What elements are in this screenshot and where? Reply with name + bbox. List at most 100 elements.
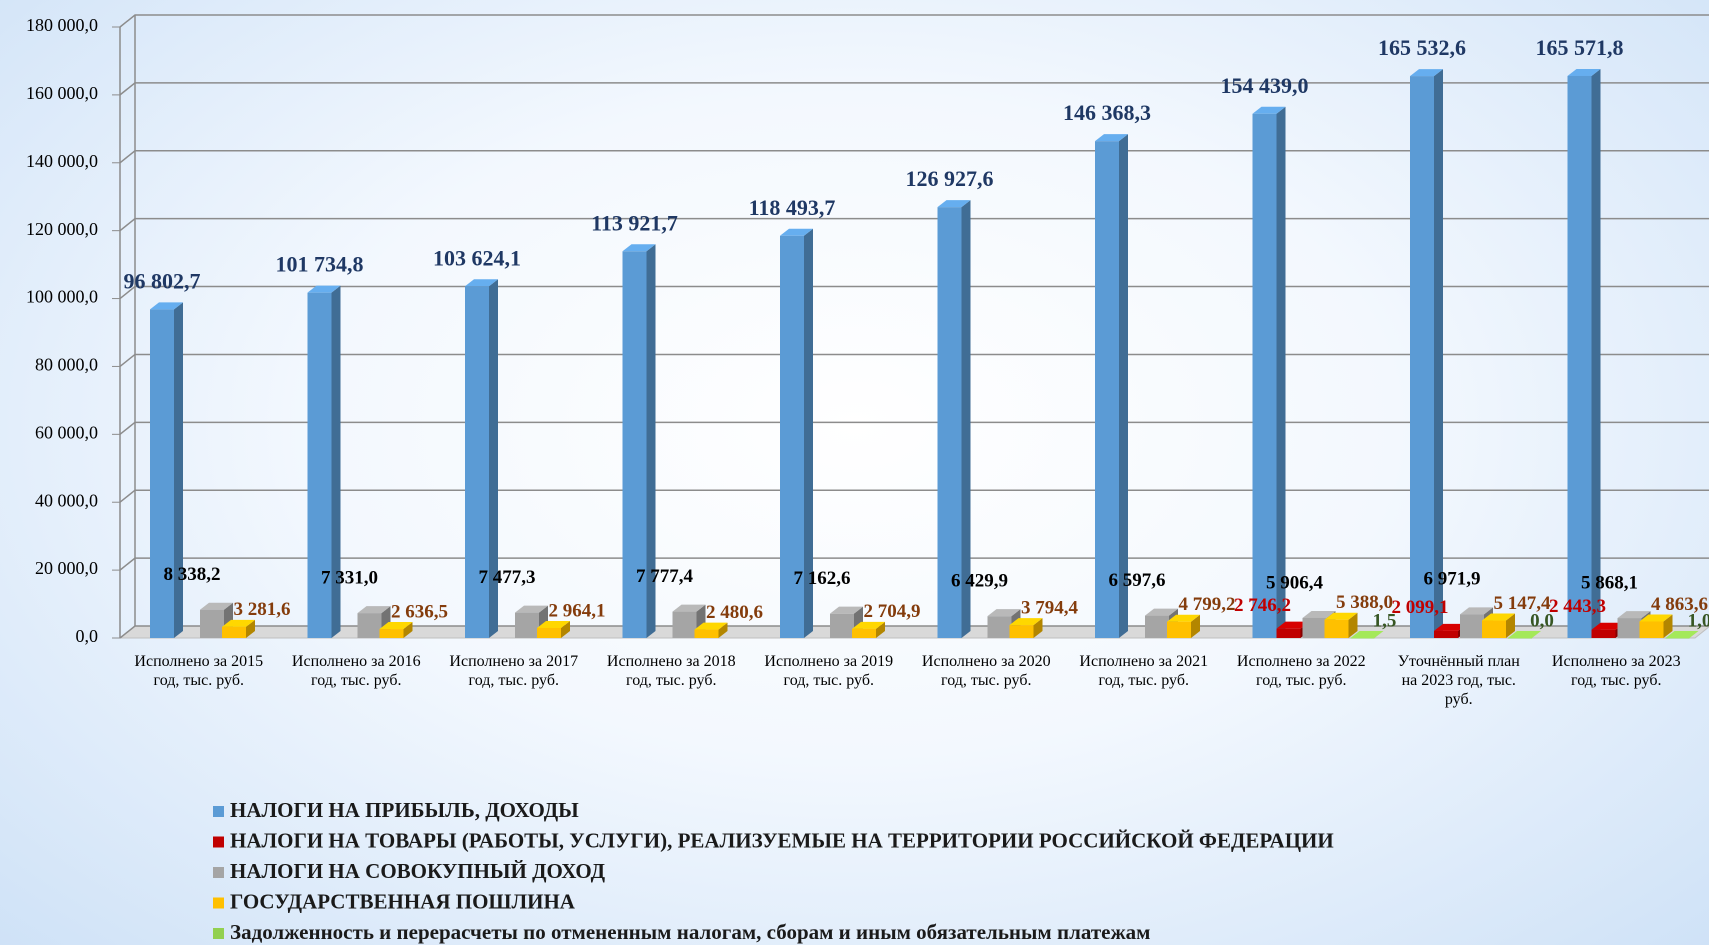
- bar: [1567, 75, 1592, 639]
- grid-line: [119, 285, 1709, 300]
- bar: [1095, 141, 1119, 638]
- x-tick-label: Исполнено за 2023 год, тыс. руб.: [1551, 653, 1681, 689]
- bar-side: [174, 302, 183, 638]
- bar: [672, 611, 697, 638]
- bar: [694, 629, 719, 638]
- x-tick-label: Исполнено за 2016 год, тыс. руб.: [291, 653, 421, 689]
- bar-top: [1276, 621, 1310, 629]
- bar-top: [672, 604, 706, 612]
- bar-group: [1252, 106, 1286, 639]
- y-tick-label: 160 000,0: [26, 83, 98, 103]
- y-tick-label: 120 000,0: [26, 219, 98, 239]
- data-label: 96 802,7: [124, 268, 201, 293]
- bar-group: [379, 622, 413, 638]
- legend-label: НАЛОГИ НА СОВОКУПНЫЙ ДОХОД: [230, 859, 606, 883]
- x-tick-label: Уточнённый план на 2023 год, тыс. руб.: [1397, 653, 1520, 708]
- bar: [1665, 637, 1690, 639]
- y-tick-label: 180 000,0: [26, 15, 98, 35]
- bar-top: [1009, 618, 1043, 626]
- bar: [200, 609, 224, 638]
- bar-top: [622, 244, 656, 252]
- bar-top: [1324, 612, 1358, 620]
- x-tick-label: Исполнено за 2020 год, тыс. руб.: [921, 653, 1051, 689]
- bar: [1252, 113, 1277, 639]
- bar-group: [1567, 68, 1601, 639]
- bar-top: [222, 619, 255, 627]
- bar-top: [1095, 134, 1128, 142]
- bar-group: [1324, 612, 1358, 638]
- data-label: 2 480,6: [706, 602, 763, 623]
- y-tick-label: 80 000,0: [35, 355, 98, 375]
- bar-side: [646, 244, 656, 638]
- bar-top: [379, 622, 413, 630]
- data-label: 4 863,6: [1651, 594, 1708, 615]
- data-label: 7 331,0: [321, 567, 378, 588]
- bar-group: [1350, 630, 1384, 639]
- y-tick-label: 140 000,0: [26, 151, 98, 171]
- bar-top: [537, 620, 570, 628]
- bar-side: [1663, 614, 1673, 638]
- bar-side: [876, 621, 885, 638]
- data-label: 101 734,8: [276, 252, 364, 277]
- data-label: 0,0: [1530, 610, 1554, 631]
- bar-side: [331, 285, 341, 638]
- bar: [937, 207, 962, 638]
- bar-top: [465, 279, 498, 287]
- bar-top: [200, 602, 233, 610]
- bar: [1482, 620, 1506, 638]
- data-label: 2 746,2: [1234, 595, 1291, 616]
- bar: [1508, 638, 1532, 639]
- bar-group: [694, 622, 728, 638]
- bar-side: [804, 228, 813, 638]
- legend-label: НАЛОГИ НА ТОВАРЫ (РАБОТЫ, УСЛУГИ), РЕАЛИ…: [230, 828, 1334, 852]
- y-tick-label: 0,0: [76, 626, 99, 646]
- bar-side: [1033, 618, 1043, 638]
- y-tick-label: 20 000,0: [35, 558, 98, 578]
- grid-line: [119, 557, 1709, 571]
- x-tick-label: Исполнено за 2021 год, тыс. руб.: [1079, 653, 1209, 689]
- data-label: 8 338,2: [164, 564, 221, 585]
- y-tick-label: 40 000,0: [35, 490, 98, 510]
- data-label: 165 571,8: [1536, 35, 1624, 60]
- legend-swatch: [213, 897, 224, 909]
- bar-top: [1482, 613, 1515, 621]
- data-label: 1,0: [1688, 610, 1709, 631]
- bar-top: [1460, 607, 1493, 615]
- bar: [537, 627, 561, 638]
- bar-top: [307, 285, 341, 293]
- bar: [780, 235, 804, 638]
- bar: [1410, 76, 1434, 639]
- data-label: 7 477,3: [479, 567, 536, 588]
- bar-top: [150, 302, 183, 310]
- bar-top: [515, 605, 548, 613]
- bar-group: [1508, 631, 1541, 639]
- bar: [515, 612, 539, 638]
- bar-side: [961, 200, 971, 638]
- bar: [852, 628, 876, 638]
- legend-label: Задолженность и перерасчеты по отмененны…: [230, 920, 1150, 944]
- bar-side: [1119, 134, 1128, 638]
- bar-group: [537, 620, 570, 638]
- grid-line: [119, 217, 1709, 232]
- bar: [1460, 614, 1484, 638]
- bar-top: [1350, 630, 1384, 638]
- bar-side: [489, 279, 498, 638]
- bar-side: [1434, 69, 1443, 639]
- data-label: 5 868,1: [1581, 572, 1638, 593]
- bar: [1009, 625, 1034, 638]
- bar-side: [1191, 614, 1200, 638]
- bar-group: [1095, 134, 1128, 638]
- legend-label: ГОСУДАРСТВЕННАЯ ПОШЛИНА: [230, 889, 576, 913]
- bar-group: [622, 244, 656, 638]
- bar-group: [852, 621, 885, 638]
- data-label: 6 971,9: [1424, 569, 1481, 590]
- bar: [1302, 617, 1327, 638]
- bar-group: [1639, 614, 1673, 638]
- bar-top: [852, 621, 885, 629]
- bar: [1145, 615, 1169, 638]
- bar: [150, 309, 174, 638]
- bar-group: [1410, 69, 1443, 639]
- bar-side: [1374, 630, 1384, 638]
